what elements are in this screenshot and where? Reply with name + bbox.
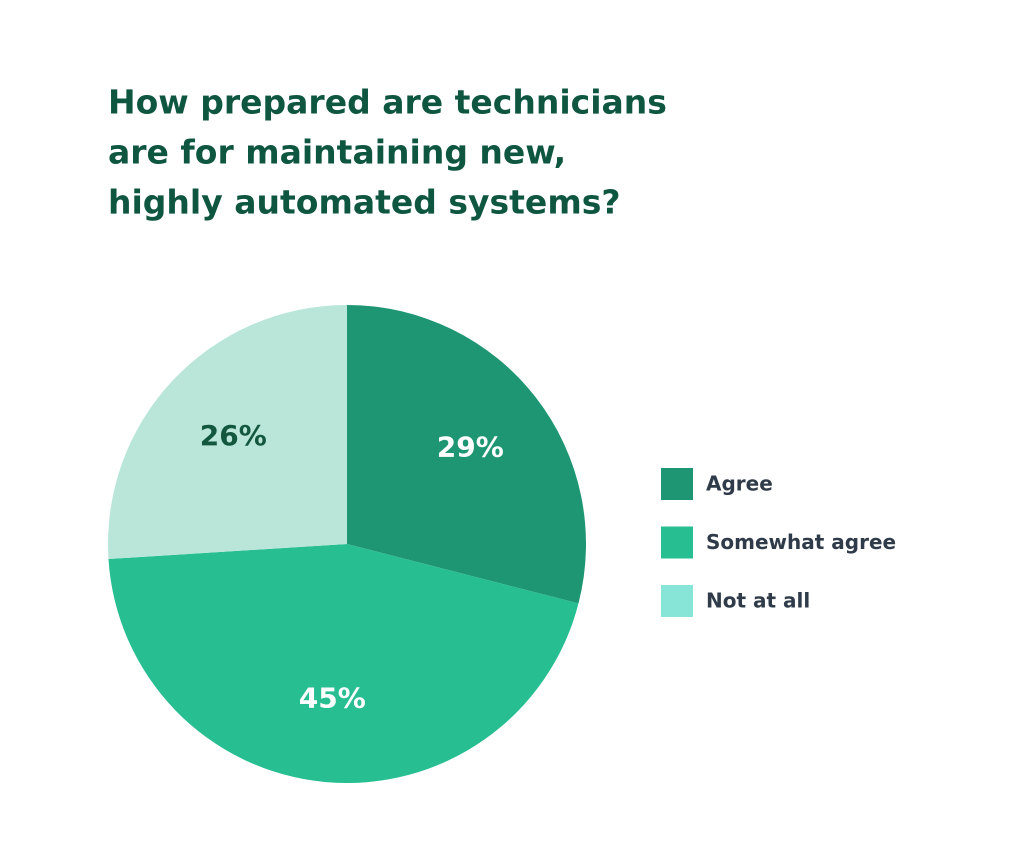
data-label: 45% xyxy=(299,681,366,714)
legend-swatch xyxy=(661,585,693,617)
chart-title: How prepared are technicians xyxy=(108,83,667,122)
legend-label: Agree xyxy=(706,472,773,496)
chart-title: are for maintaining new, xyxy=(108,133,566,172)
legend-swatch xyxy=(661,526,693,559)
legend-label: Somewhat agree xyxy=(706,530,896,554)
chart-title: highly automated systems? xyxy=(108,183,620,222)
pie-slice xyxy=(347,305,586,604)
legend-swatch xyxy=(661,468,693,500)
pie-slice xyxy=(107,305,347,560)
data-label: 29% xyxy=(437,430,504,463)
legend-label: Not at all xyxy=(706,589,810,613)
pie-slice xyxy=(108,544,579,783)
data-label: 26% xyxy=(200,419,267,452)
